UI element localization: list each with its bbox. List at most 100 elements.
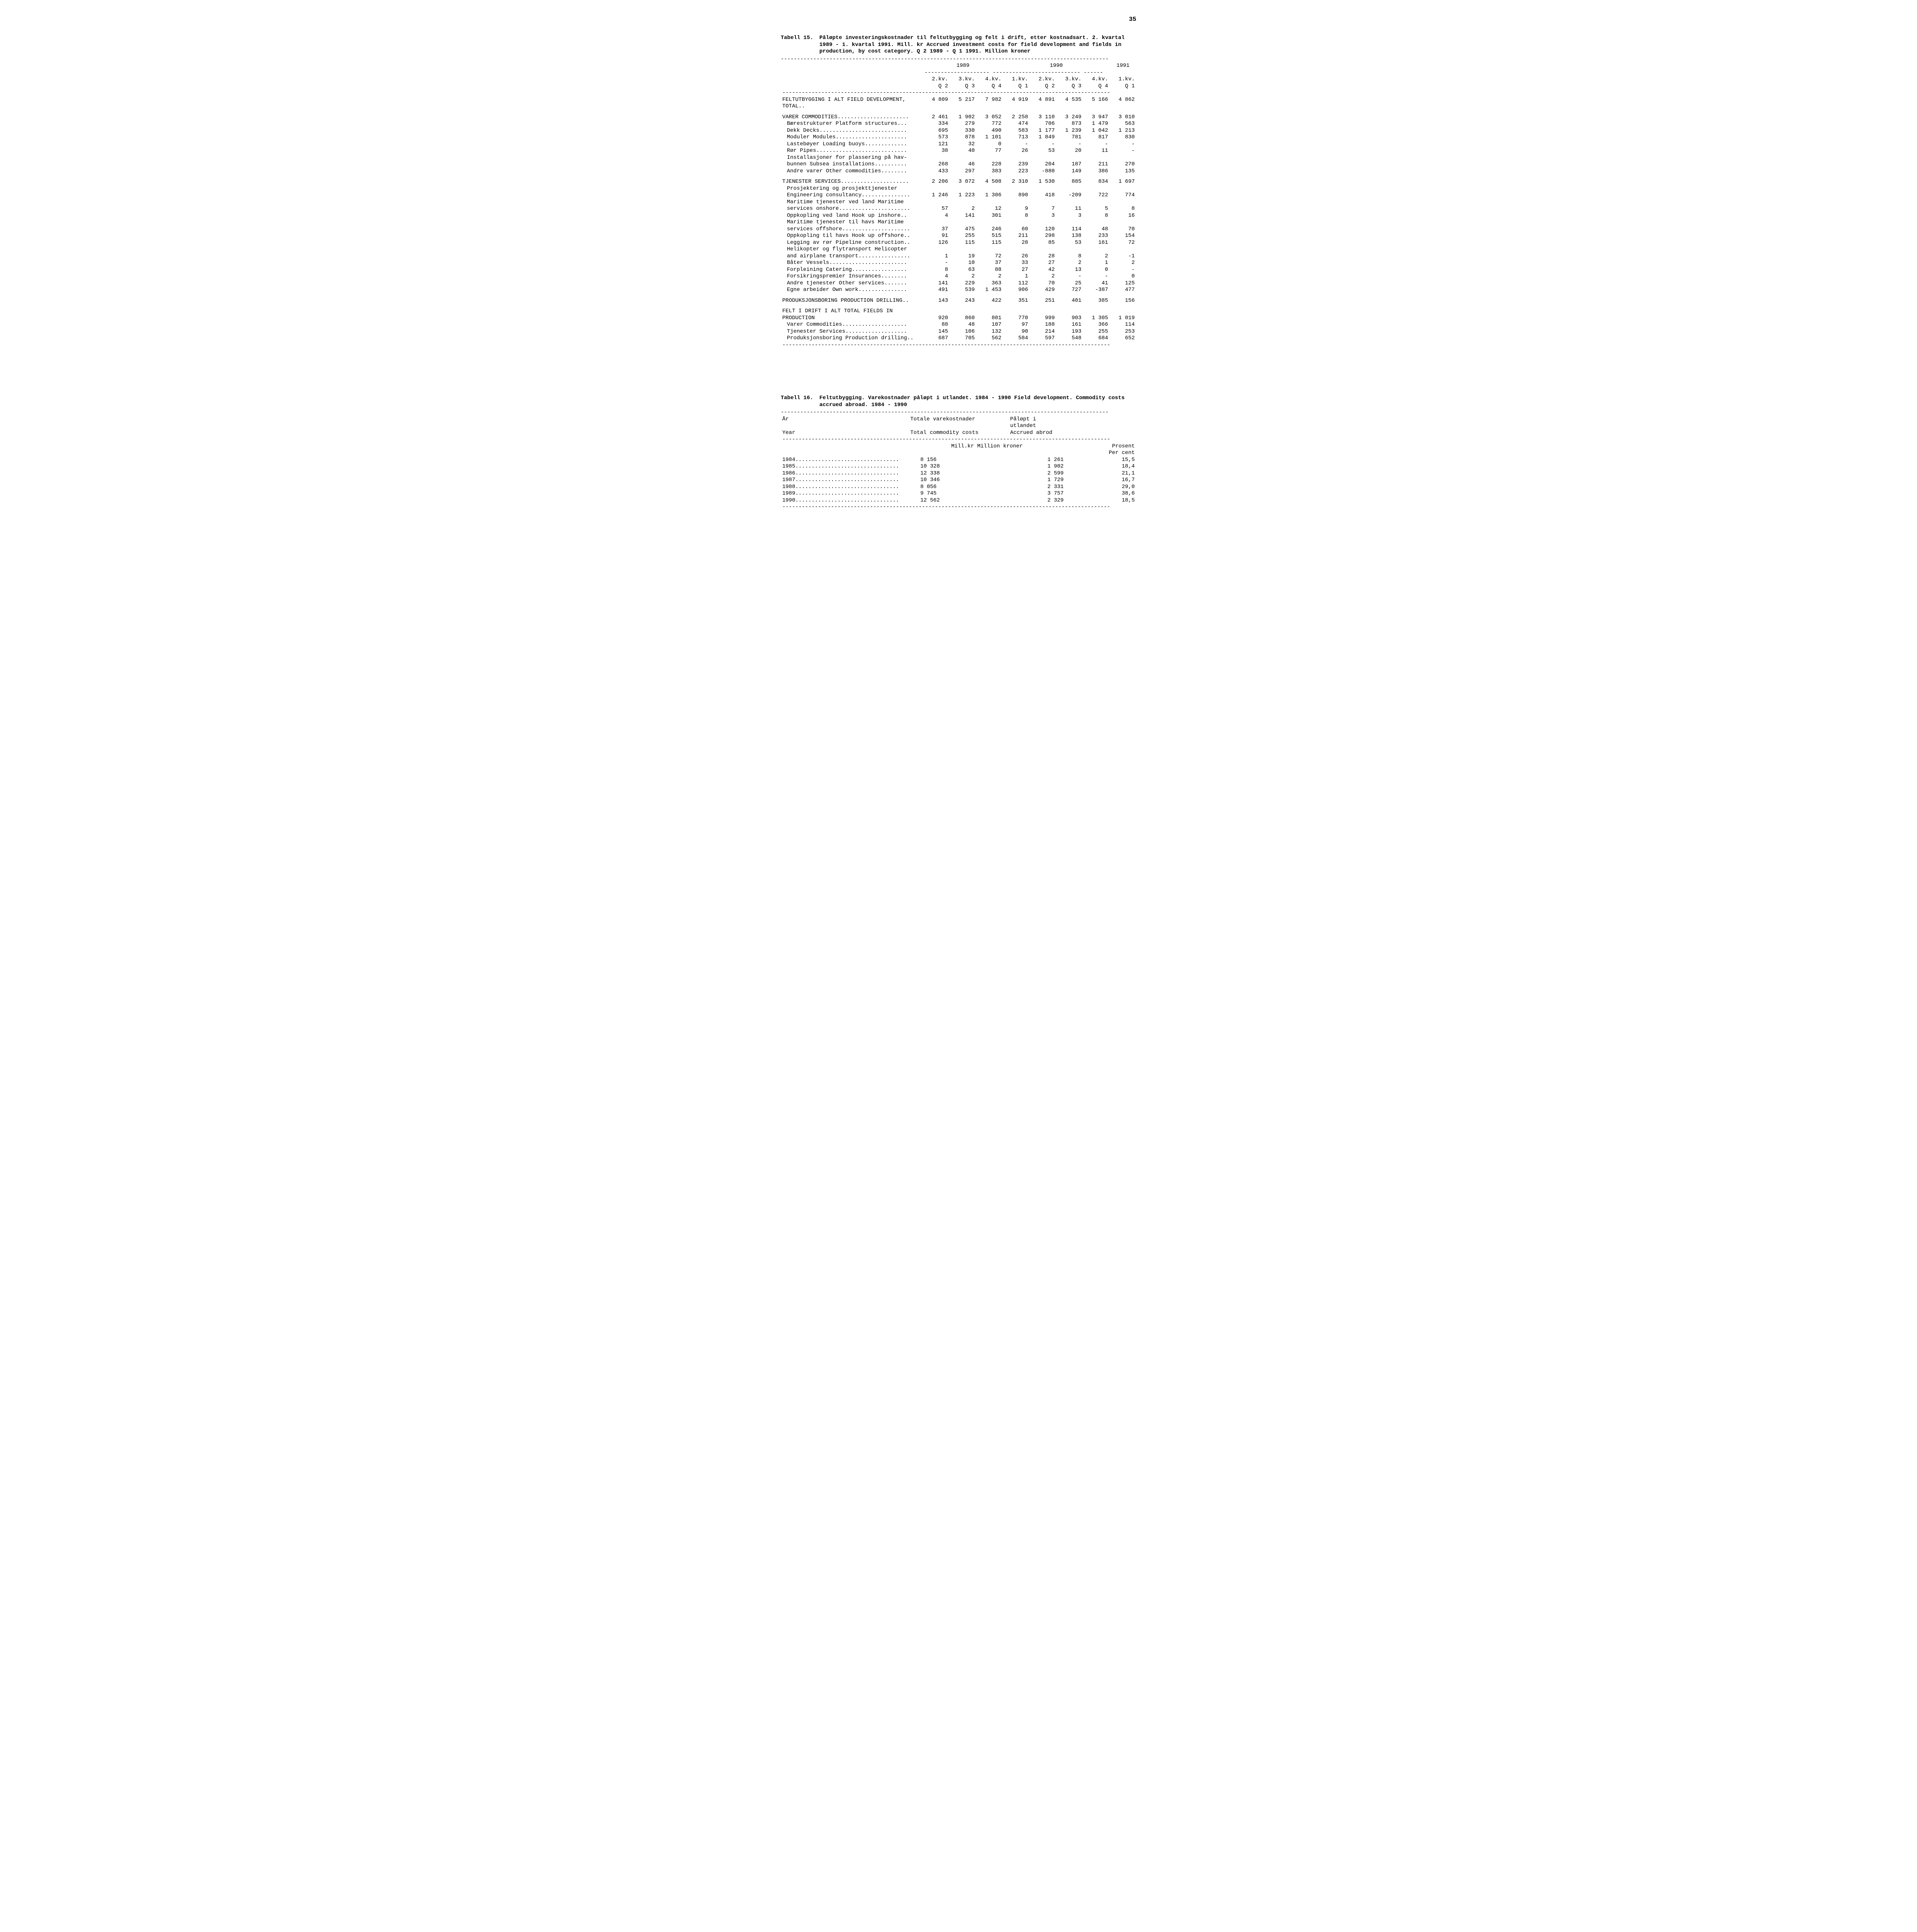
pct-cell: 15,5 xyxy=(1065,457,1136,464)
row-label: PRODUCTION xyxy=(781,315,923,322)
data-cell: 97 xyxy=(1003,321,1030,328)
data-cell: 20 xyxy=(1056,148,1083,155)
data-cell: 204 xyxy=(1030,161,1056,168)
page-number: 35 xyxy=(781,15,1136,23)
data-cell: 19 xyxy=(950,253,976,260)
data-cell: 999 xyxy=(1030,315,1056,322)
table-row: TJENESTER SERVICES .....................… xyxy=(781,175,1136,185)
header-pct-en: Per cent xyxy=(1065,450,1136,457)
row-label-text: PRODUKSJONSBORING PRODUCTION DRILLING xyxy=(782,298,902,304)
data-cell: 161 xyxy=(1083,240,1110,247)
row-label-text: FELT I DRIFT I ALT TOTAL FIELDS IN xyxy=(782,308,893,314)
data-cell: - xyxy=(1110,267,1136,274)
table-15-quarter-row-no: 2.kv.3.kv.4.kv.1.kv.2.kv.3.kv.4.kv.1.kv. xyxy=(781,76,1136,83)
quarter-header-no: 4.kv. xyxy=(976,76,1003,83)
data-cell: 90 xyxy=(1003,328,1030,335)
blank-cell xyxy=(909,450,1065,457)
page-container: 35 Tabell 15. Påløpte investeringskostna… xyxy=(781,15,1136,511)
data-cell: 214 xyxy=(1030,328,1056,335)
row-label: Varer Commodities .................... xyxy=(781,321,923,328)
row-label: Lastebøyer Loading buoys ............. xyxy=(781,141,923,148)
data-cell xyxy=(1110,246,1136,253)
row-label-text: Oppkopling ved land Hook up inshore xyxy=(787,213,901,219)
data-cell xyxy=(950,246,976,253)
table-row: 1987 ................................10 … xyxy=(781,477,1136,484)
leader-dots: ...................... xyxy=(836,134,907,141)
row-label-text: Legging av rør Pipeline construction xyxy=(787,240,904,246)
data-cell: 1 697 xyxy=(1110,175,1136,185)
abroad-cell: 2 599 xyxy=(987,470,1065,477)
data-cell xyxy=(1030,304,1056,315)
data-cell xyxy=(976,219,1003,226)
abroad-cell: 2 329 xyxy=(987,497,1065,504)
table-15-quarter-row-en: Q 2Q 3Q 4Q 1Q 2Q 3Q 4Q 1 xyxy=(781,83,1136,90)
row-label-text: TJENESTER SERVICES xyxy=(782,179,841,185)
row-label: PRODUKSJONSBORING PRODUCTION DRILLING .. xyxy=(781,294,923,304)
row-label-text: Maritime tjenester til havs Maritime xyxy=(787,219,904,225)
data-cell: 41 xyxy=(1083,280,1110,287)
sub-divider: -------------------- -------------------… xyxy=(923,70,1136,77)
data-cell: 37 xyxy=(923,226,950,233)
divider-row: ----------------------------------------… xyxy=(781,436,1136,443)
header-total-no: Totale varekostnader xyxy=(909,416,987,430)
data-cell: 330 xyxy=(950,128,976,134)
data-cell: 132 xyxy=(976,328,1003,335)
data-cell: 115 xyxy=(976,240,1003,247)
data-cell: 878 xyxy=(950,134,976,141)
data-cell: 114 xyxy=(1056,226,1083,233)
data-cell: - xyxy=(923,260,950,267)
table-16-header-row-2: Year Total commodity costs Accrued abrod xyxy=(781,430,1136,437)
data-cell: 40 xyxy=(950,148,976,155)
leader-dots: .. xyxy=(904,233,910,240)
data-cell xyxy=(1030,246,1056,253)
data-cell: 4 919 xyxy=(1003,97,1030,110)
row-label: services onshore ...................... xyxy=(781,206,923,213)
row-label-text: Dekk Decks xyxy=(787,128,819,134)
row-label-text: Produksjonsboring Production drilling xyxy=(787,335,907,341)
leader-dots: ...................... xyxy=(839,206,910,213)
table-16-label: Tabell 16. xyxy=(781,395,819,402)
leader-dots: ............. xyxy=(865,141,907,148)
data-cell: 3 947 xyxy=(1083,110,1110,121)
blank-cell xyxy=(781,443,909,450)
leader-dots: ................................ xyxy=(795,477,899,484)
table-row: services offshore .....................3… xyxy=(781,226,1136,233)
data-cell: 188 xyxy=(1030,321,1056,328)
data-cell xyxy=(923,219,950,226)
leader-dots: ................................ xyxy=(795,484,899,491)
data-cell: 4 535 xyxy=(1056,97,1083,110)
data-cell xyxy=(923,304,950,315)
leader-dots: ................... xyxy=(845,328,907,335)
row-label-text: Oppkopling til havs Hook up offshore xyxy=(787,233,904,239)
row-label: Oppkopling til havs Hook up offshore .. xyxy=(781,233,923,240)
data-cell xyxy=(1030,155,1056,162)
data-cell: 145 xyxy=(923,328,950,335)
row-label: and airplane transport ................ xyxy=(781,253,923,260)
data-cell: 386 xyxy=(1083,168,1110,175)
data-cell: 548 xyxy=(1056,335,1083,342)
data-cell xyxy=(1003,219,1030,226)
unit-label: Mill.kr Million kroner xyxy=(909,443,1065,450)
abroad-cell: 1 902 xyxy=(987,463,1065,470)
leader-dots: ..................... xyxy=(841,179,909,185)
table-row: 1986 ................................12 … xyxy=(781,470,1136,477)
header-year-no: År xyxy=(781,416,909,430)
row-label-text: services offshore xyxy=(787,226,842,232)
table-15-year-row: 1989 1990 1991 xyxy=(781,63,1136,70)
data-cell: 143 xyxy=(923,294,950,304)
row-label: bunnen Subsea installations .......... xyxy=(781,161,923,168)
data-cell: 3 052 xyxy=(976,110,1003,121)
data-cell xyxy=(1003,304,1030,315)
table-row: Produksjonsboring Production drilling ..… xyxy=(781,335,1136,342)
data-cell: 1 213 xyxy=(1110,128,1136,134)
data-cell: 433 xyxy=(923,168,950,175)
data-cell: 12 xyxy=(976,206,1003,213)
data-cell xyxy=(923,185,950,192)
data-cell: 298 xyxy=(1030,233,1056,240)
data-cell: 1 177 xyxy=(1030,128,1056,134)
data-cell: 125 xyxy=(1110,280,1136,287)
data-cell: -387 xyxy=(1083,287,1110,294)
data-cell: 727 xyxy=(1056,287,1083,294)
table-row: 1990 ................................12 … xyxy=(781,497,1136,504)
quarter-header-en: Q 2 xyxy=(923,83,950,90)
